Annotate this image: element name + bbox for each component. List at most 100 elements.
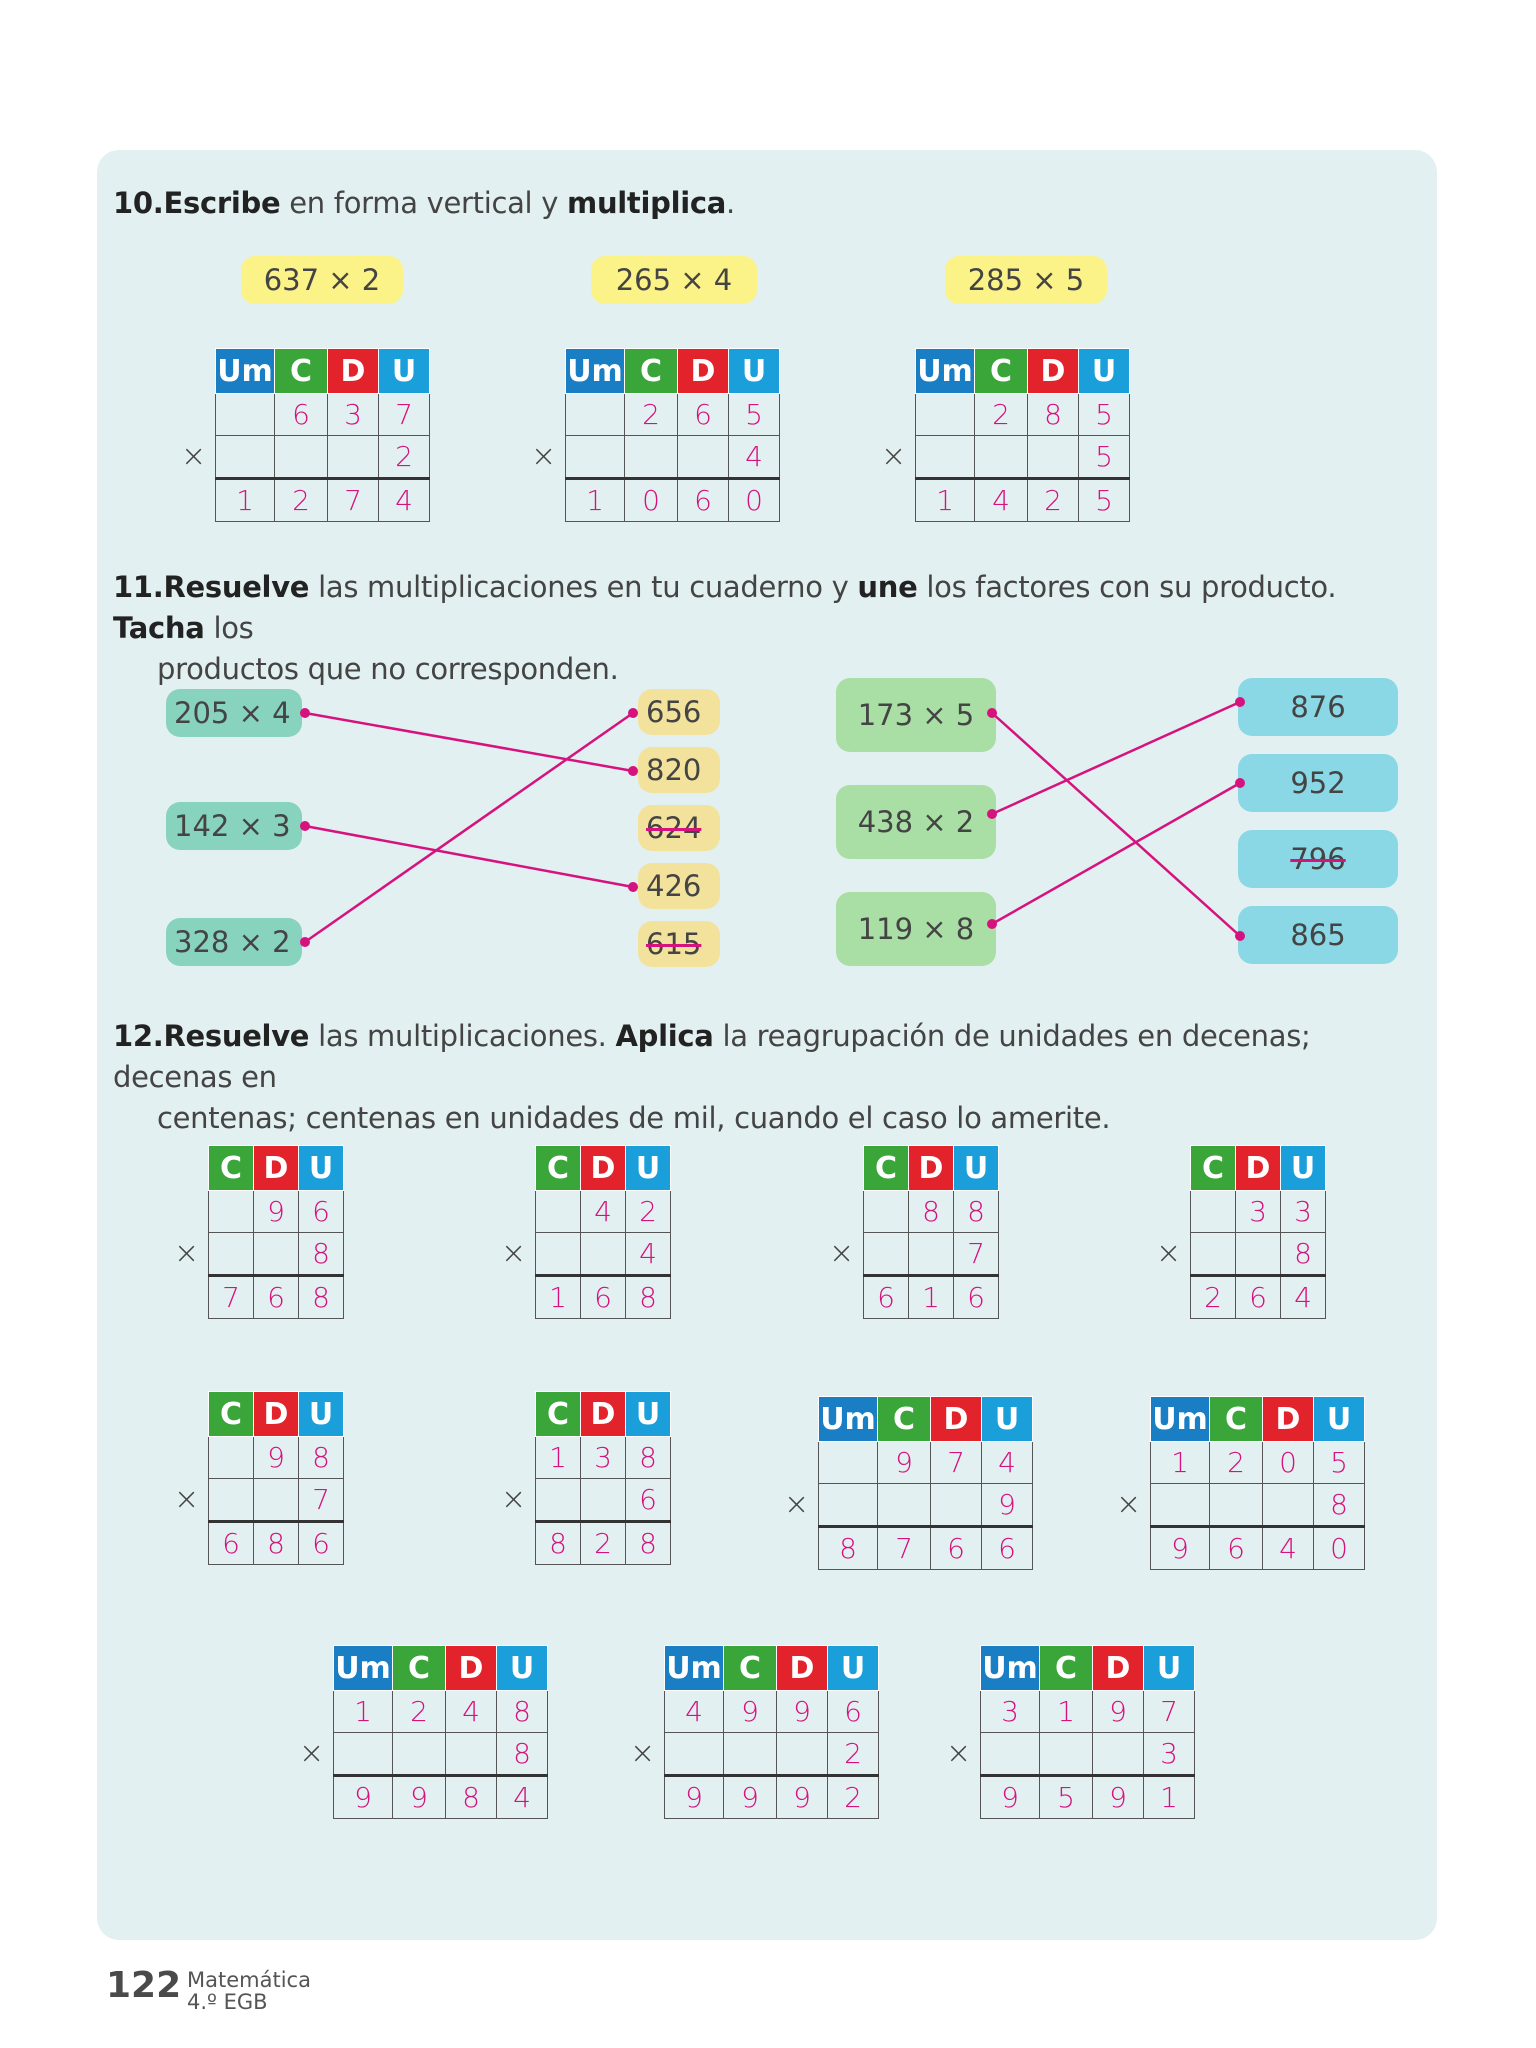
place-header-c: C — [535, 1391, 581, 1437]
digit-cell[interactable]: 7 — [327, 478, 379, 522]
digit-cell[interactable]: 4 — [496, 1775, 548, 1819]
digit-cell: 7 — [1143, 1690, 1195, 1733]
multiplication-table: Um C D U 1 2 4 8 8 9 9 8 4 — [333, 1645, 548, 1819]
digit-cell[interactable]: 9 — [776, 1775, 828, 1819]
digit-cell — [392, 1732, 446, 1777]
digit-cell[interactable]: 4 — [974, 478, 1028, 522]
digit-cell[interactable]: 6 — [863, 1275, 909, 1319]
digit-cell[interactable]: 8 — [818, 1526, 878, 1570]
digit-cell[interactable]: 6 — [930, 1526, 982, 1570]
digit-cell[interactable]: 5 — [1039, 1775, 1093, 1819]
digit-cell[interactable]: 6 — [253, 1275, 299, 1319]
digit-cell[interactable]: 9 — [1092, 1775, 1144, 1819]
connector-dot — [1235, 697, 1245, 707]
digit-cell[interactable]: 6 — [298, 1521, 344, 1565]
digit-cell — [253, 1478, 299, 1523]
digit-cell: 9 — [1092, 1690, 1144, 1733]
digit-cell: 0 — [1262, 1441, 1314, 1484]
digit-cell: 4 — [728, 435, 780, 480]
place-value-header: Um C D U — [664, 1645, 879, 1691]
digit-cell — [333, 1732, 393, 1777]
digit-cell — [915, 393, 975, 436]
digit-cell — [1262, 1483, 1314, 1528]
digit-cell[interactable]: 0 — [624, 478, 678, 522]
product-box: 865 — [1238, 906, 1398, 964]
digit-cell[interactable]: 8 — [298, 1275, 344, 1319]
digit-cell[interactable]: 2 — [827, 1775, 879, 1819]
digit-cell[interactable]: 9 — [1150, 1526, 1210, 1570]
digit-cell[interactable]: 4 — [378, 478, 430, 522]
place-header-c: C — [535, 1145, 581, 1191]
digit-cell: 5 — [1078, 435, 1130, 480]
digit-cell[interactable]: 6 — [677, 478, 729, 522]
digit-cell[interactable]: 5 — [1078, 478, 1130, 522]
digit-cell[interactable]: 0 — [1313, 1526, 1365, 1570]
digit-cell: 7 — [378, 393, 430, 436]
multiplier-row: 8 — [1190, 1232, 1326, 1277]
digit-cell[interactable]: 6 — [580, 1275, 626, 1319]
digit-cell[interactable]: 9 — [333, 1775, 393, 1819]
digit-cell — [980, 1732, 1040, 1777]
digit-cell[interactable]: 2 — [274, 478, 328, 522]
digit-cell[interactable]: 4 — [1262, 1526, 1314, 1570]
digit-cell[interactable]: 9 — [980, 1775, 1040, 1819]
place-value-header: Um C D U — [818, 1396, 1033, 1442]
factor-pill: 285 × 5 — [945, 256, 1107, 304]
page-number: 122 — [106, 1965, 182, 2006]
place-header-c: C — [392, 1645, 446, 1691]
connector-dot — [300, 937, 310, 947]
connector-dot — [1235, 778, 1245, 788]
digit-cell[interactable]: 6 — [208, 1521, 254, 1565]
place-header-u: U — [728, 348, 780, 394]
factor-box-left: 328 × 2 — [166, 918, 302, 966]
digit-cell[interactable]: 9 — [723, 1775, 777, 1819]
multiplier-row: 4 — [565, 435, 780, 480]
digit-cell: 2 — [974, 393, 1028, 436]
digit-cell[interactable]: 6 — [953, 1275, 999, 1319]
times-sign: × — [630, 1736, 656, 1771]
digit-cell[interactable]: 8 — [445, 1775, 497, 1819]
digit-cell[interactable]: 7 — [208, 1275, 254, 1319]
place-header-d: D — [580, 1391, 626, 1437]
digit-cell[interactable]: 2 — [580, 1521, 626, 1565]
digit-cell[interactable]: 1 — [1143, 1775, 1195, 1819]
digit-cell[interactable]: 1 — [535, 1275, 581, 1319]
digit-cell[interactable]: 9 — [392, 1775, 446, 1819]
digit-cell[interactable]: 8 — [625, 1275, 671, 1319]
multiplier-row: 6 — [535, 1478, 671, 1523]
connector-dot — [987, 708, 997, 718]
factor-box-right: 119 × 8 — [836, 892, 996, 966]
digit-cell[interactable]: 9 — [664, 1775, 724, 1819]
digit-cell[interactable]: 4 — [1280, 1275, 1326, 1319]
digit-cell[interactable]: 0 — [728, 478, 780, 522]
multiplier-row: 8 — [1150, 1483, 1365, 1528]
digit-cell[interactable]: 1 — [215, 478, 275, 522]
digit-cell — [863, 1190, 909, 1233]
digit-cell[interactable]: 1 — [908, 1275, 954, 1319]
factor-pill: 265 × 4 — [591, 256, 757, 304]
digit-cell — [664, 1732, 724, 1777]
connector-dot — [987, 919, 997, 929]
digit-cell[interactable]: 6 — [1209, 1526, 1263, 1570]
digit-cell[interactable]: 2 — [1190, 1275, 1236, 1319]
digit-cell[interactable]: 8 — [253, 1521, 299, 1565]
digit-cell[interactable]: 6 — [981, 1526, 1033, 1570]
digit-cell[interactable]: 8 — [625, 1521, 671, 1565]
multiplier-row: 2 — [664, 1732, 879, 1777]
digit-cell — [974, 435, 1028, 480]
digit-cell[interactable]: 7 — [877, 1526, 931, 1570]
multiplier-row: 5 — [915, 435, 1130, 480]
digit-cell[interactable]: 2 — [1027, 478, 1079, 522]
exercise-12-heading: 12.Resuelve las multiplicaciones. Aplica… — [113, 1019, 1311, 1135]
multiplier-row: 4 — [535, 1232, 671, 1277]
factor-box-right: 438 × 2 — [836, 785, 996, 859]
